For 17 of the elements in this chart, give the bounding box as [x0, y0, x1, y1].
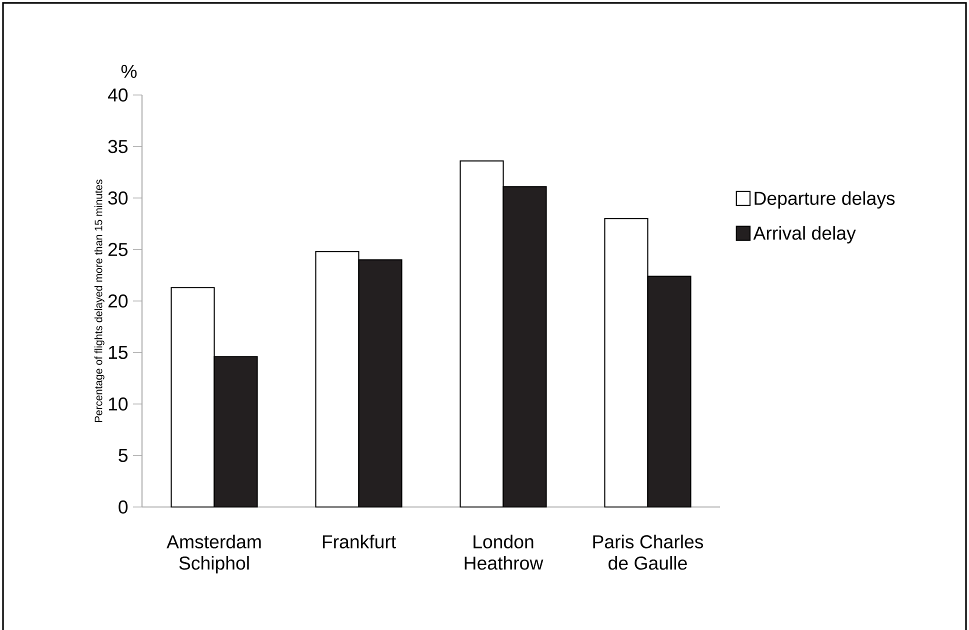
y-tick-label: 25 [108, 242, 128, 256]
y-tick-label: 35 [108, 140, 128, 154]
x-tick-label: Amsterdam Schiphol [166, 534, 261, 574]
y-tick-label: 40 [108, 88, 128, 102]
y-tick-label: 5 [118, 448, 128, 462]
legend-label: Arrival delay [753, 226, 856, 244]
x-tick-label: Frankfurt [322, 534, 396, 548]
y-axis-title: Percentage of flights delayed more than 15 minutes [94, 180, 104, 422]
y-tick-label: 30 [108, 191, 128, 205]
y-tick-label: 0 [118, 500, 128, 514]
legend-label: Departure delays [754, 191, 895, 209]
y-tick-label: 15 [108, 346, 128, 360]
y-tick-label: 20 [108, 294, 128, 308]
x-tick-label: London Heathrow [464, 534, 544, 570]
text: % [121, 64, 137, 78]
y-tick-label: 10 [108, 397, 128, 411]
x-tick-label: Paris Charles de Gaulle [593, 534, 704, 570]
